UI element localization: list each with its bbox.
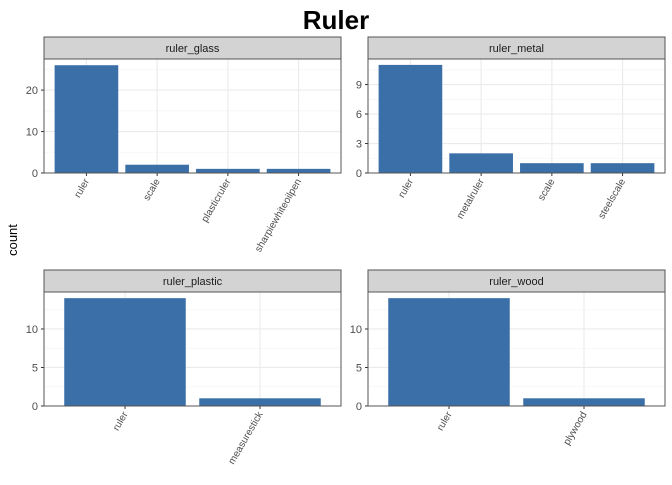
- bar-plywood: [523, 398, 645, 406]
- facet-panel-ruler_glass: ruler_glass 0 10 20 ruler scale plasticruler sh…: [26, 36, 342, 254]
- x-tick-label: scale: [142, 177, 163, 203]
- facet-panel-ruler_wood: ruler_wood 0 5 10 ruler plywood: [350, 269, 666, 447]
- bar-scale: [125, 164, 189, 173]
- facet-panel-ruler_plastic: ruler_plastic 0 5 10 ruler measurestick: [26, 269, 342, 467]
- bar-ruler: [54, 65, 119, 173]
- y-tick-label: 0: [356, 168, 362, 180]
- bar-ruler: [388, 298, 510, 406]
- y-tick-label: 20: [26, 85, 38, 97]
- y-tick-label: 5: [356, 362, 362, 374]
- y-tick-label: 10: [350, 324, 362, 336]
- y-axis-label: count: [5, 224, 20, 256]
- bar-scale: [520, 163, 584, 173]
- y-tick-label: 6: [356, 109, 362, 121]
- bar-measurestick: [199, 398, 321, 406]
- y-tick-label: 0: [32, 401, 38, 413]
- panel-border: [43, 291, 342, 407]
- facet-strip-label: ruler_plastic: [163, 276, 223, 288]
- x-tick-label: ruler: [435, 409, 455, 432]
- bar-plasticruler: [196, 168, 260, 173]
- x-tick-label: ruler: [111, 409, 131, 432]
- x-tick-label: plasticruler: [200, 176, 234, 224]
- x-tick-label: ruler: [396, 176, 416, 199]
- facet-panels: ruler_glass 0 10 20 ruler scale plasticruler sh…: [26, 36, 666, 467]
- bar-ruler: [378, 64, 443, 173]
- x-tick-label: scale: [536, 177, 557, 203]
- facet-strip-label: ruler_wood: [489, 276, 543, 288]
- bar-metalruler: [449, 153, 513, 173]
- panel-border: [367, 291, 666, 407]
- y-tick-label: 10: [26, 127, 38, 139]
- panel-border: [367, 58, 666, 174]
- x-tick-label: ruler: [72, 176, 92, 199]
- panel-border: [43, 58, 342, 174]
- bar-sharpiewhiteoilpen: [266, 168, 331, 173]
- chart-title: Ruler: [303, 5, 369, 35]
- y-tick-label: 0: [356, 401, 362, 413]
- x-tick-label: measurestick: [227, 409, 266, 466]
- facet-panel-ruler_metal: ruler_metal 0 3 6 9 ruler metalruler scale steel…: [356, 36, 666, 221]
- x-tick-label: sharpiewhiteoilpen: [253, 177, 304, 254]
- y-tick-label: 0: [32, 168, 38, 180]
- x-tick-label: plywood: [562, 410, 590, 447]
- y-tick-label: 5: [32, 362, 38, 374]
- y-tick-label: 9: [356, 80, 362, 92]
- y-tick-label: 3: [356, 139, 362, 151]
- bar-steelscale: [590, 163, 655, 173]
- bar-ruler: [64, 298, 186, 406]
- y-tick-label: 10: [26, 324, 38, 336]
- x-tick-label: steelscale: [596, 177, 628, 221]
- x-tick-label: metalruler: [455, 176, 487, 221]
- facet-strip-label: ruler_metal: [489, 43, 544, 55]
- facet-strip-label: ruler_glass: [166, 43, 220, 55]
